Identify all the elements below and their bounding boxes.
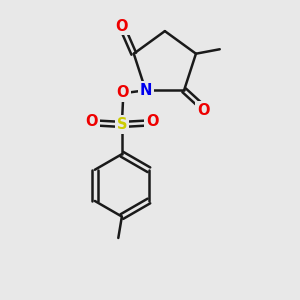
Text: O: O: [116, 19, 128, 34]
Text: S: S: [117, 117, 127, 132]
Text: O: O: [197, 103, 210, 118]
Text: O: O: [85, 114, 98, 129]
Text: O: O: [146, 114, 158, 129]
Text: N: N: [140, 83, 152, 98]
Text: O: O: [116, 85, 129, 100]
